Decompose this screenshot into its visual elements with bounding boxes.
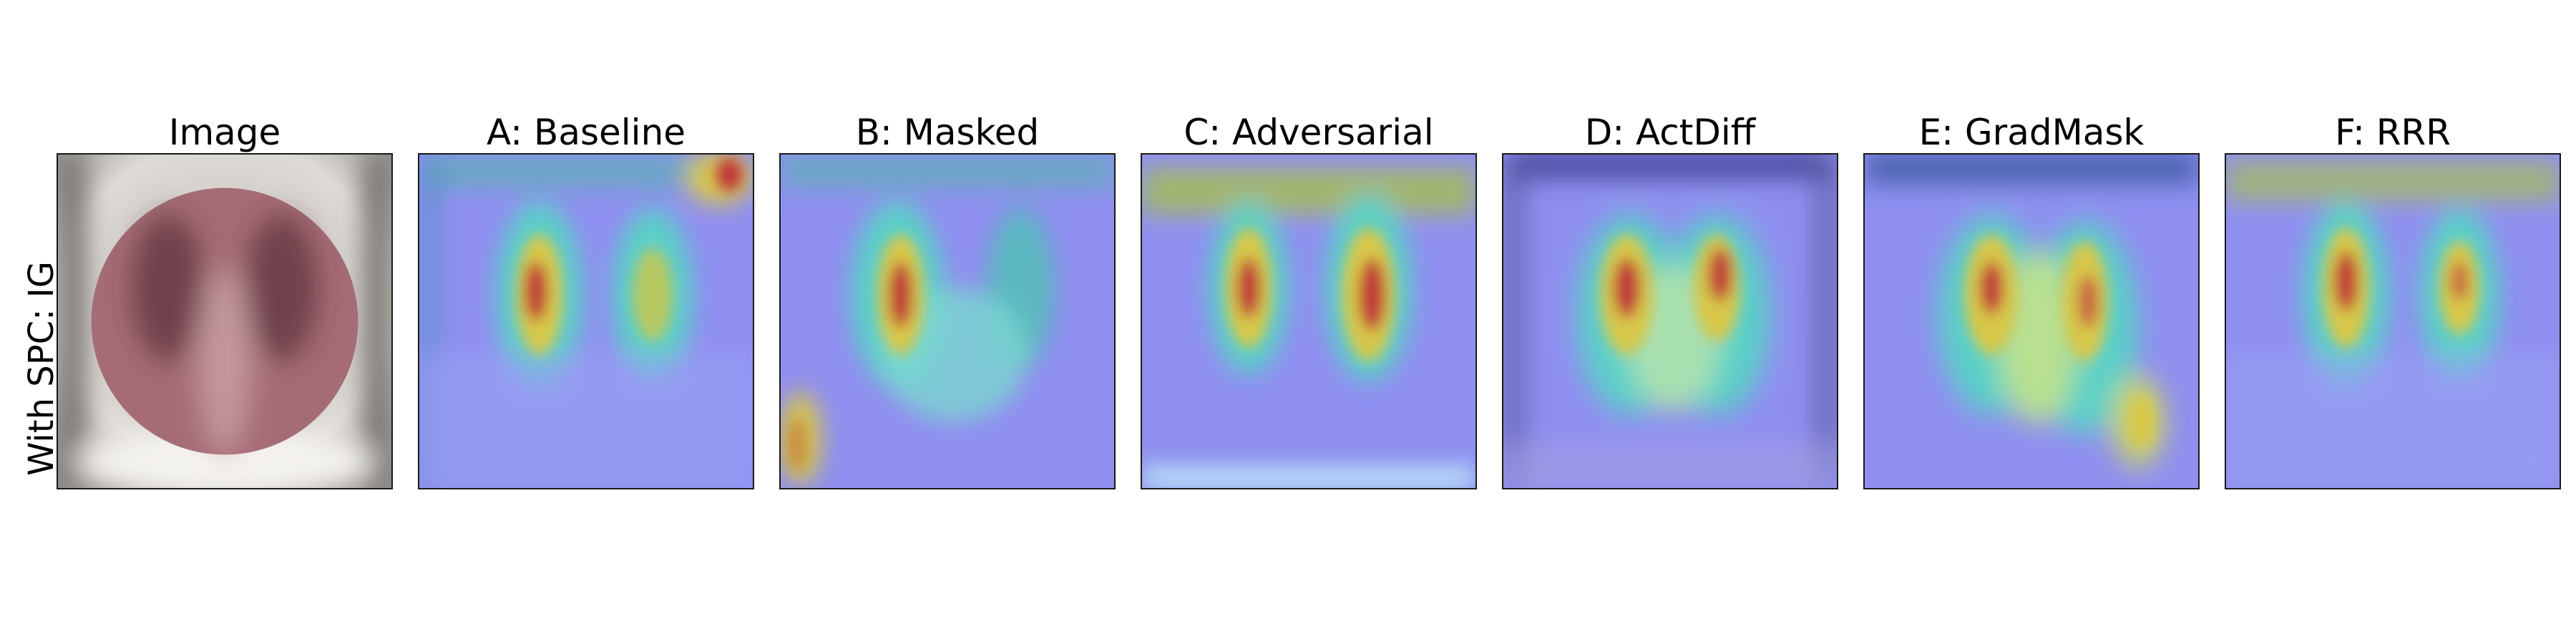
panel-adversarial (1141, 153, 1477, 489)
panel-masked (779, 153, 1116, 489)
heatmap-masked (781, 155, 1114, 488)
panel-title-masked: B: Masked (855, 112, 1040, 153)
panel-image (57, 153, 393, 489)
panel-actdiff (1502, 153, 1838, 489)
row-label-text: With SPC: IG (21, 261, 62, 476)
panel-title-gradmask: E: GradMask (1918, 112, 2145, 153)
panel-title-rrr: F: RRR (2335, 112, 2451, 153)
panel-title-baseline: A: Baseline (486, 112, 686, 153)
heatmap-adversarial (1142, 155, 1475, 488)
xray-image (58, 155, 391, 488)
heatmap-actdiff (1503, 155, 1837, 488)
panel-title-image: Image (168, 112, 281, 153)
panel-gradmask (1863, 153, 2200, 489)
heatmap-rrr (2226, 155, 2560, 488)
panel-rrr (2225, 153, 2561, 489)
panel-title-adversarial: C: Adversarial (1184, 112, 1434, 153)
panel-baseline (418, 153, 754, 489)
panel-title-actdiff: D: ActDiff (1584, 112, 1756, 153)
heatmap-gradmask (1865, 155, 2198, 488)
heatmap-baseline (419, 155, 753, 488)
